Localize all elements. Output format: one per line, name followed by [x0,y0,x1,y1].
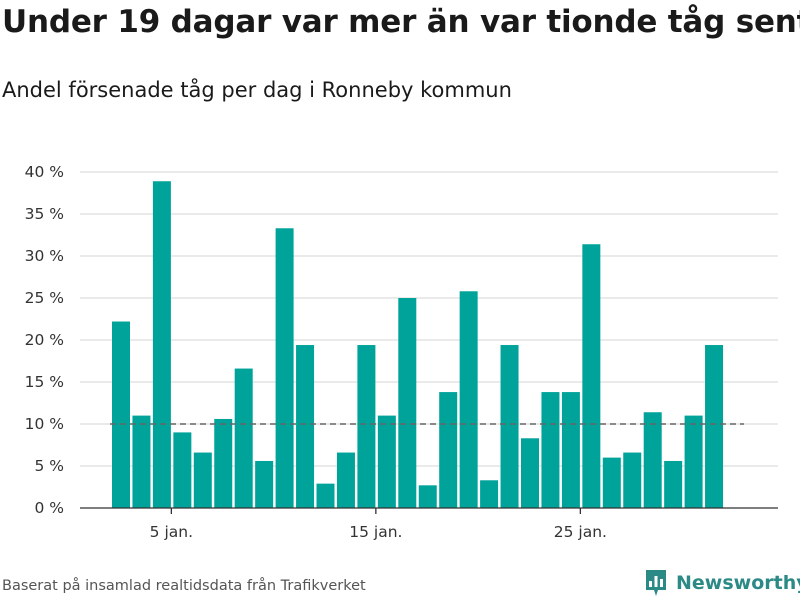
bar [664,460,683,508]
bar [521,438,539,508]
bar [582,244,601,509]
y-tick-label: 40 % [25,163,64,181]
bar [459,291,478,508]
bar [357,345,376,508]
bar [316,483,335,508]
x-tick-label: 25 jan. [554,523,607,541]
bar [643,412,662,508]
bar [234,368,253,508]
bar [398,298,417,508]
bar [623,452,642,508]
y-tick-label: 30 % [25,247,64,265]
bar [152,181,171,509]
bar [480,480,499,508]
y-tick-label: 25 % [25,289,64,307]
label-layer: 0 % 5 % 10 % 15 % 20 % 25 % 30 % 35 % 40 % 5 jan.… [25,163,607,541]
chart-subtitle: Andel försenade tåg per dag i Ronneby ko… [2,78,512,102]
bar [336,452,355,508]
bar [684,415,703,508]
bar [193,452,212,508]
bar [377,415,396,508]
chart-title: Under 19 dagar var mer än var tionde tåg… [2,4,800,40]
bar [500,345,519,508]
brand: Newsworthy [644,568,800,598]
bar [173,432,192,508]
source-note: Baserat på insamlad realtidsdata från Tr… [2,578,366,594]
x-tick-label: 5 jan. [150,523,193,541]
bar [296,345,315,508]
bar [561,392,580,508]
y-tick-label: 20 % [25,331,64,349]
y-tick-label: 5 % [34,457,64,475]
y-tick-label: 35 % [25,205,64,223]
bar [214,418,233,508]
axis-layer [80,507,778,514]
y-tick-label: 10 % [25,415,64,433]
bar [541,392,560,508]
grid-layer [80,171,778,467]
brand-name: Newsworthy [676,572,800,594]
bar [112,321,130,508]
bar [275,228,294,508]
bar [705,345,724,508]
bar [439,392,458,508]
newsworthy-bar-chart-icon [646,570,666,596]
bar-layer [112,181,724,509]
y-tick-label: 0 % [34,499,64,517]
bar [255,460,274,508]
bar [418,485,437,508]
bar [602,457,621,508]
bar [132,415,151,508]
x-tick-label: 15 jan. [349,523,402,541]
y-tick-label: 15 % [25,373,64,391]
